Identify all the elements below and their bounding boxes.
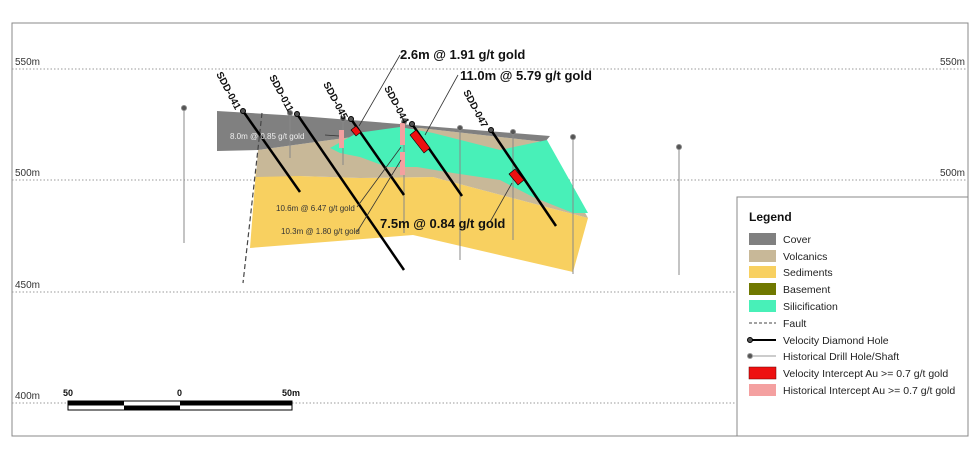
velocity-intercepts bbox=[350, 125, 525, 186]
legend-label-fault: Fault bbox=[783, 318, 806, 330]
legend-velocity-hole-icon bbox=[747, 337, 776, 343]
legend-swatch-historical-intercept bbox=[749, 384, 776, 396]
historical-intercepts bbox=[339, 123, 405, 175]
intercept-label-sdd-047: 7.5m @ 0.84 g/t gold bbox=[380, 216, 505, 231]
hole-label-sdd-047: SDD-047 bbox=[460, 88, 489, 130]
intercept-label-sdd-045: 2.6m @ 1.91 g/t gold bbox=[400, 47, 525, 62]
legend-swatch-silicification bbox=[749, 300, 776, 312]
elev-label-500-left: 500m bbox=[15, 168, 40, 179]
elev-label-400: 400m bbox=[15, 391, 40, 402]
scale-label-0: 0 bbox=[177, 388, 182, 398]
legend-label-silicification: Silicification bbox=[783, 301, 838, 313]
legend-label-velocity-hole: Velocity Diamond Hole bbox=[783, 335, 889, 347]
historical-intercept-label-1: 8.0m @ 0.85 g/t gold bbox=[230, 132, 304, 141]
legend-label-cover: Cover bbox=[783, 234, 812, 246]
legend-label-historical-intercept: Historical Intercept Au >= 0.7 g/t gold bbox=[783, 385, 955, 397]
elev-label-550-right: 550m bbox=[940, 57, 965, 68]
historical-intercept-label-2: 10.6m @ 6.47 g/t gold bbox=[276, 204, 355, 213]
intercept-label-sdd-044: 11.0m @ 5.79 g/t gold bbox=[460, 68, 592, 83]
scale-bar: 50 0 50m bbox=[63, 388, 300, 411]
sediments-unit bbox=[250, 170, 588, 272]
legend-swatch-cover bbox=[749, 233, 776, 245]
historical-intercept-label-3: 10.3m @ 1.80 g/t gold bbox=[281, 227, 360, 236]
elev-label-550-left: 550m bbox=[15, 57, 40, 68]
legend-label-basement: Basement bbox=[783, 284, 830, 296]
scale-label-50-left: 50 bbox=[63, 388, 73, 398]
legend: Legend Cover Volcanics Sediments Basemen… bbox=[736, 196, 969, 437]
legend-historical-hole-icon bbox=[747, 353, 776, 359]
legend-swatch-velocity-intercept bbox=[748, 366, 777, 380]
scale-label-50m: 50m bbox=[282, 388, 300, 398]
leader-lines bbox=[324, 54, 513, 233]
hole-label-sdd-041: SDD-041 bbox=[213, 70, 242, 112]
elev-label-450: 450m bbox=[15, 280, 40, 291]
hole-label-sdd-011: SDD-011 bbox=[266, 73, 295, 114]
legend-swatch-volcanics bbox=[749, 250, 776, 262]
legend-swatch-basement bbox=[749, 283, 776, 295]
legend-label-sediments: Sediments bbox=[783, 267, 833, 279]
legend-swatch-sediments bbox=[749, 266, 776, 278]
hole-label-sdd-044: SDD-044 bbox=[381, 84, 410, 126]
legend-label-historical-hole: Historical Drill Hole/Shaft bbox=[783, 351, 899, 363]
elev-label-500-right: 500m bbox=[940, 168, 965, 179]
silicification-unit bbox=[330, 127, 588, 213]
hole-label-sdd-045: SDD-045 bbox=[320, 80, 349, 122]
fault-line bbox=[242, 112, 263, 284]
legend-label-velocity-intercept: Velocity Intercept Au >= 0.7 g/t gold bbox=[783, 368, 948, 380]
legend-label-volcanics: Volcanics bbox=[783, 251, 827, 263]
legend-title: Legend bbox=[749, 210, 792, 224]
